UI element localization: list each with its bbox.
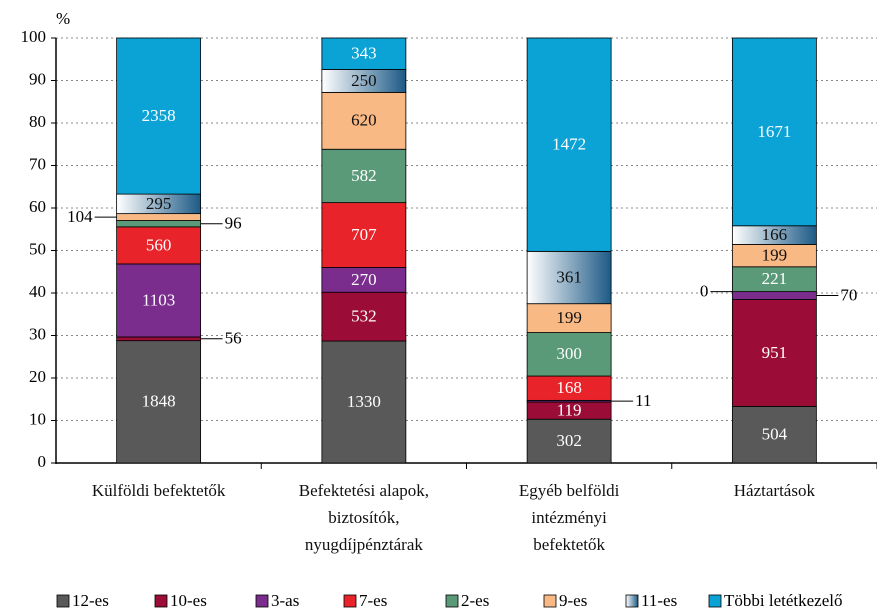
data-label: 300 [556,344,582,363]
legend-label: 7-es [359,591,387,610]
bar-segment [526,303,612,333]
legend-swatch [343,594,357,608]
legend-label: Többi letétkezelő [724,591,842,610]
bar-segment [321,37,407,70]
bar-segment [731,291,817,300]
bar-segment [526,418,612,464]
bar-segment [116,226,202,265]
legend-label: 2-es [461,591,489,610]
data-label: 168 [556,378,582,397]
bar-segment [321,291,407,342]
x-tick-label: Háztartások [733,481,815,500]
bar-segment [116,336,202,342]
bar-segment [116,263,202,338]
y-tick-label: 10 [29,409,46,428]
y-tick-label: 60 [29,197,46,216]
data-label: 0 [700,282,709,301]
data-label: 104 [67,207,93,226]
bar-segment [526,332,612,377]
bar-segment [321,148,407,204]
bar-segment [731,37,817,227]
data-label: 11 [635,391,651,410]
bar-segment [321,91,407,150]
bar-segment [526,250,612,305]
legend-swatch [625,594,639,608]
bar-segment [321,340,407,464]
legend-swatch [255,594,269,608]
data-label: 361 [556,267,582,286]
bar-segment [526,37,612,252]
bar-segment [116,220,202,228]
data-label: 166 [762,225,788,244]
data-label: 302 [556,431,582,450]
bar-segment [116,213,202,221]
y-tick-label: 20 [29,367,46,386]
data-label: 707 [351,225,377,244]
data-label: 221 [762,269,788,288]
y-tick-label: 0 [38,452,47,471]
data-label: 70 [840,285,857,304]
data-label: 532 [351,307,377,326]
data-label: 1103 [142,290,175,309]
bar-segment [321,267,407,293]
data-label: 199 [762,246,788,265]
data-label: 582 [351,166,377,185]
data-label: 1848 [142,392,176,411]
data-label: 2358 [142,106,176,125]
data-label: 951 [762,343,788,362]
data-label: 504 [762,425,788,444]
legend-swatch [445,594,459,608]
bar-segment [116,37,202,195]
data-label: 343 [351,44,377,63]
bar-segment [116,340,202,464]
legend-swatch [543,594,557,608]
y-tick-label: 30 [29,324,46,343]
y-tick-label: 100 [21,27,47,46]
legend-swatch [708,594,722,608]
data-label: 199 [556,308,582,327]
x-tick-label: Külföldi befektetők [91,481,226,500]
legend-label: 10-es [170,591,207,610]
legend-swatch [56,594,70,608]
x-tick-label: Befektetési alapok, biztosítók, nyugdíjp… [298,481,430,554]
bar-segment [731,405,817,464]
legend-label: 11-es [641,591,677,610]
y-tick-label: 40 [29,282,46,301]
bar-segment [731,266,817,293]
y-tick-label: 70 [29,154,46,173]
data-label: 1330 [347,392,381,411]
y-tick-label: 90 [29,69,46,88]
bar-segment [321,202,407,268]
bar-segment [731,299,817,407]
legend-label: 12-es [72,591,109,610]
data-label: 560 [146,235,172,254]
data-label: 295 [146,194,172,213]
data-label: 1472 [552,135,586,154]
data-label: 620 [351,111,377,130]
legend-label: 9-es [559,591,587,610]
y-axis-label: % [56,9,70,28]
y-tick-label: 50 [29,239,46,258]
data-label: 96 [225,214,242,233]
data-label: 56 [225,329,242,348]
data-label: 250 [351,71,377,90]
legend-swatch [154,594,168,608]
data-label: 119 [557,401,582,420]
y-tick-label: 80 [29,112,46,131]
x-tick-label: Egyéb belföldi intézményi befektetők [518,481,620,554]
legend-label: 3-as [271,591,299,610]
data-label: 270 [351,270,377,289]
data-label: 1671 [757,122,791,141]
